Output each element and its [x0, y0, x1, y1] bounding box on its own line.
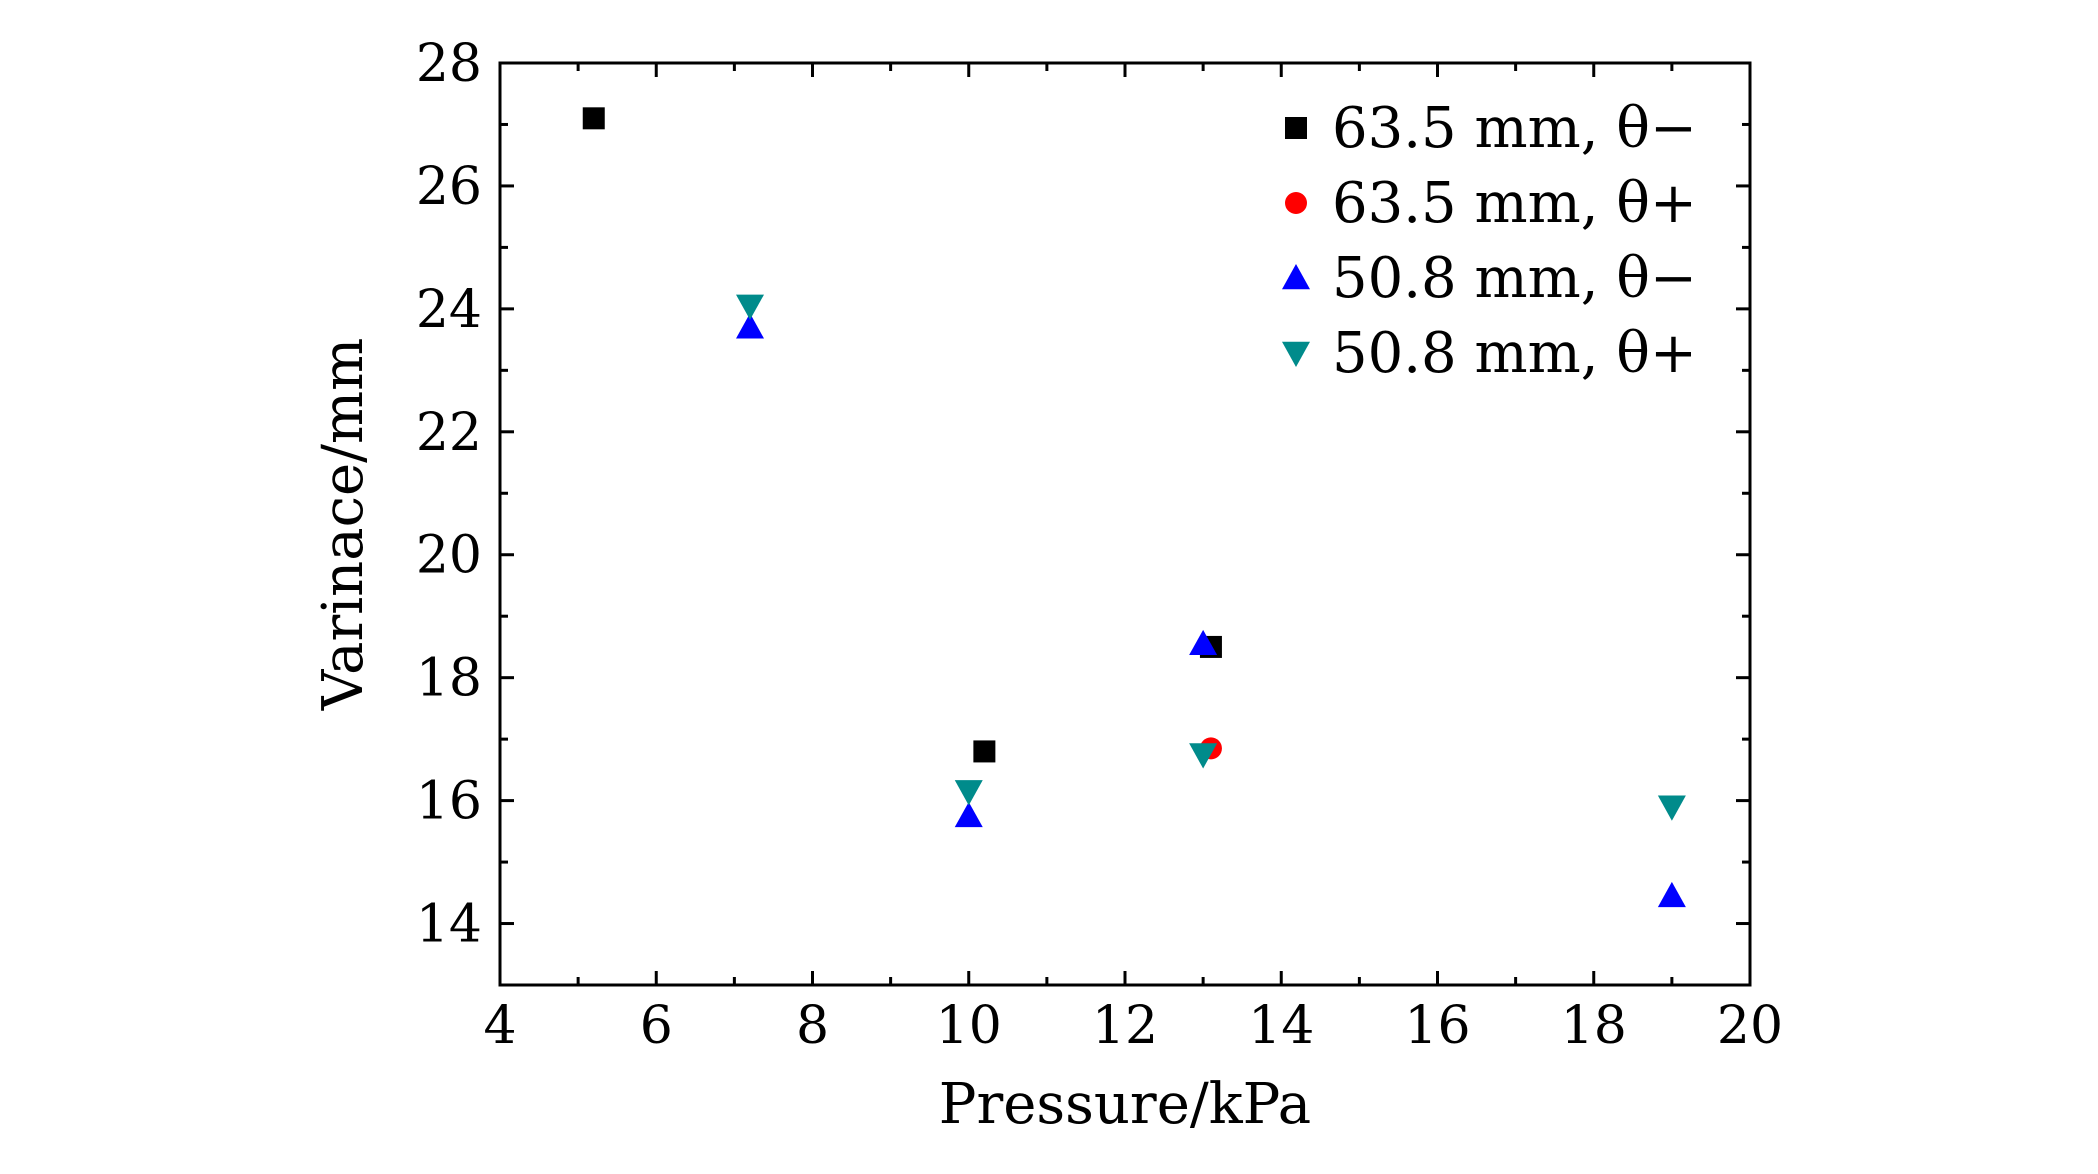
data-point-triangle-down [954, 780, 983, 806]
legend: 63.5 mm, θ− 63.5 mm, θ+ 50.8 mm, θ− 50.8 mm… [1282, 96, 1697, 386]
data-point-square [582, 107, 605, 130]
data-point-triangle-up [1189, 629, 1218, 656]
y-tick-label: 14 [416, 895, 482, 955]
legend-label: 50.8 mm, θ− [1332, 246, 1697, 311]
x-tick-label: 10 [936, 996, 1002, 1056]
x-tick-label: 18 [1561, 996, 1627, 1056]
y-tick-label: 26 [416, 157, 482, 217]
legend-label: 50.8 mm, θ+ [1332, 321, 1697, 386]
data-point-triangle-up [1657, 881, 1686, 908]
x-axis-title: Pressure/kPa [939, 1072, 1311, 1137]
legend-marker-circle [1285, 192, 1307, 214]
data-points [582, 107, 1686, 908]
legend-label: 63.5 mm, θ+ [1332, 171, 1697, 236]
legend-marker-triangle-down [1282, 341, 1310, 367]
legend-marker-square [1285, 117, 1307, 139]
ticks: 4 6 8 10 12 14 16 18 20 14 16 18 20 22 24 26 28 [416, 34, 1783, 1056]
y-tick-label: 16 [416, 772, 482, 832]
y-tick-label: 18 [416, 649, 482, 709]
x-tick-label: 16 [1404, 996, 1470, 1056]
y-tick-label: 22 [416, 403, 482, 463]
data-point-triangle-down [1189, 743, 1218, 769]
y-axis-title: Varinace/mm [311, 338, 376, 711]
legend-marker-triangle-up [1282, 264, 1310, 290]
x-tick-label: 6 [640, 996, 673, 1056]
x-tick-label: 20 [1717, 996, 1783, 1056]
data-point-triangle-down [1657, 795, 1686, 821]
data-point-triangle-up [736, 313, 764, 339]
y-tick-label: 28 [416, 34, 482, 94]
x-tick-label: 4 [483, 996, 516, 1056]
x-tick-label: 12 [1092, 996, 1158, 1056]
x-tick-label: 8 [796, 996, 829, 1056]
y-tick-label: 20 [416, 526, 482, 586]
data-point-square [973, 740, 996, 763]
y-tick-label: 24 [416, 280, 482, 340]
x-tick-label: 14 [1248, 996, 1314, 1056]
legend-label: 63.5 mm, θ− [1332, 96, 1697, 161]
data-point-triangle-up [954, 801, 983, 828]
data-point-triangle-down [736, 294, 764, 320]
